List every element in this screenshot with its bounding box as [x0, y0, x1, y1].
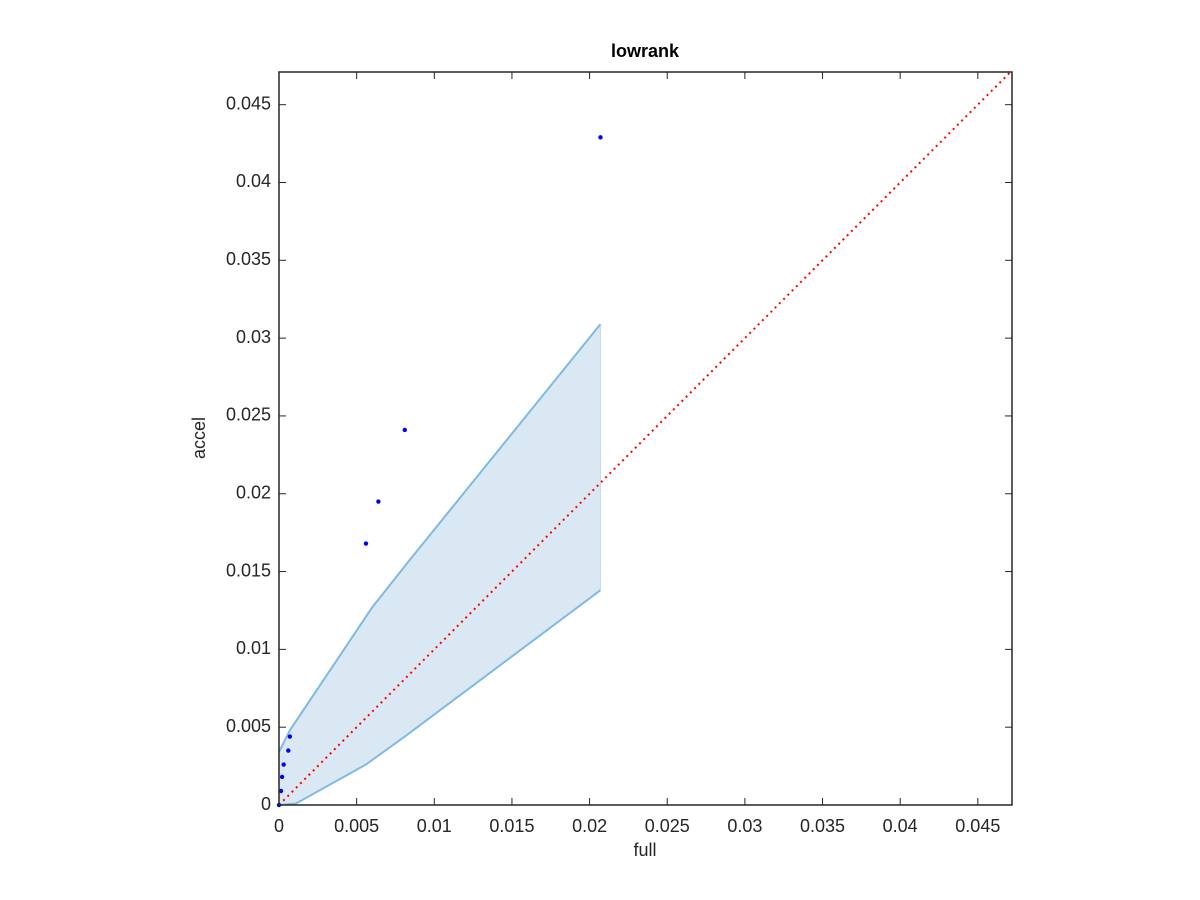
point [376, 499, 381, 504]
x-tick-label: 0.04 [883, 816, 918, 836]
y-tick-label: 0.04 [236, 171, 271, 191]
x-tick-label: 0.03 [727, 816, 762, 836]
x-tick-label: 0.01 [417, 816, 452, 836]
x-tick-label: 0 [274, 816, 284, 836]
point [278, 788, 284, 794]
axes-box [278, 71, 1013, 806]
y-tick-label: 0.01 [236, 638, 271, 658]
y-tick-label: 0 [261, 794, 271, 814]
band-fill [279, 324, 601, 805]
x-tick-label: 0.02 [572, 816, 607, 836]
chart-title: lowrank [611, 41, 680, 61]
band-lower-line [278, 589, 602, 806]
band-upper-line [278, 323, 602, 753]
y-tick-label: 0.045 [226, 93, 271, 113]
y-tick-label: 0.025 [226, 405, 271, 425]
x-axis-label: full [633, 840, 656, 860]
y-tick-label: 0.005 [226, 716, 271, 736]
x-tick-label: 0.025 [645, 816, 690, 836]
x-tick-label: 0.035 [800, 816, 845, 836]
point [363, 541, 369, 546]
point [281, 762, 286, 767]
x-tick-label: 0.015 [489, 816, 534, 836]
y-tick-label: 0.035 [226, 249, 271, 269]
y-tick-label: 0.015 [226, 560, 271, 580]
x-tick-label: 0.005 [334, 816, 379, 836]
point [598, 135, 603, 140]
y-axis-label: accel [189, 417, 209, 459]
point [279, 774, 285, 780]
point [287, 734, 293, 739]
reference-line [278, 69, 1013, 806]
point [402, 427, 407, 433]
x-tick-label: 0.045 [955, 816, 1000, 836]
y-tick-label: 0.03 [236, 327, 271, 347]
point [286, 748, 291, 753]
y-tick-label: 0.02 [236, 482, 271, 502]
